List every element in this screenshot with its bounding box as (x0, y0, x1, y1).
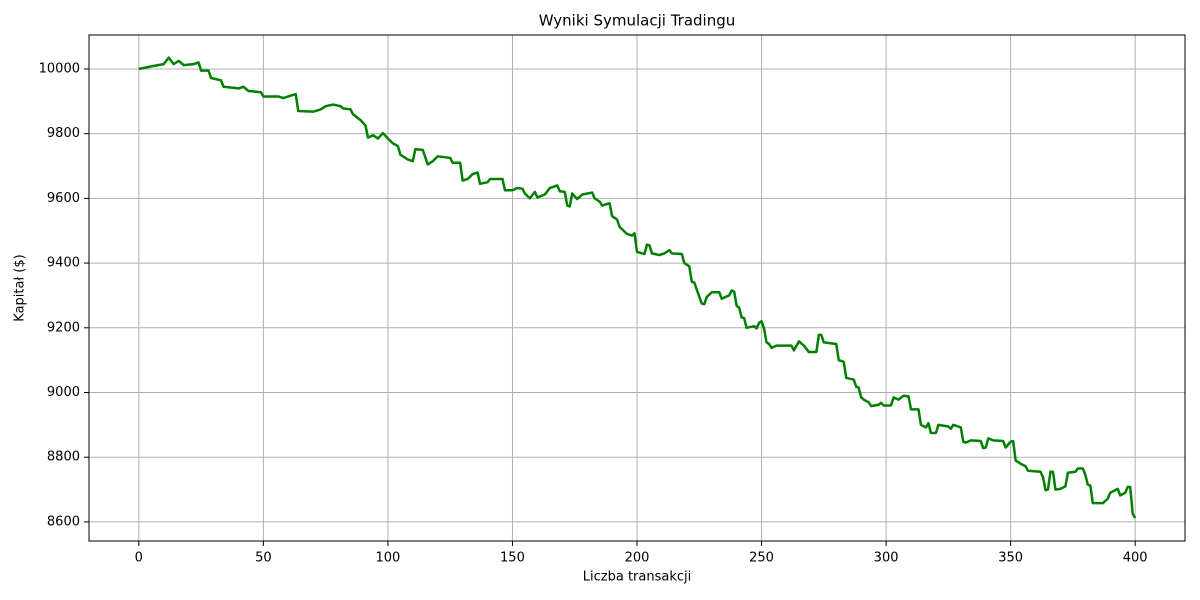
y-tick-label: 9000 (47, 385, 80, 400)
y-tick-label: 9200 (47, 320, 80, 335)
data-line (138, 56, 1137, 519)
y-axis-label: Kapitał ($) (13, 254, 28, 321)
x-tick-label: 300 (874, 551, 899, 566)
x-tick-label: 250 (749, 551, 774, 566)
y-tick-label: 9400 (47, 256, 80, 271)
x-tick-label: 400 (1123, 551, 1148, 566)
y-tick-label: 9600 (47, 191, 80, 206)
y-tick-label: 8800 (47, 450, 80, 465)
x-tick-label: 150 (500, 551, 525, 566)
x-axis-label: Liczba transakcji (583, 570, 691, 585)
x-tick-label: 200 (625, 551, 650, 566)
x-tick-label: 350 (998, 551, 1023, 566)
plot-frame (88, 34, 1186, 542)
x-tick-label: 100 (375, 551, 400, 566)
x-tick-label: 0 (135, 551, 143, 566)
y-tick-label: 9800 (47, 126, 80, 141)
y-tick-label: 10000 (39, 61, 80, 76)
y-tick-label: 8600 (47, 514, 80, 529)
chart-title: Wyniki Symulacji Tradingu (539, 12, 736, 30)
x-tick-label: 50 (255, 551, 272, 566)
